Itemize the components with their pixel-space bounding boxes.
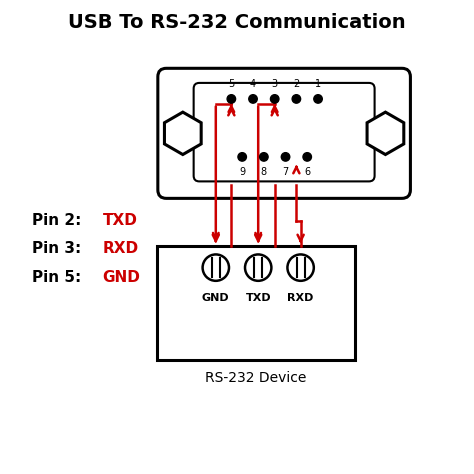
Circle shape xyxy=(202,255,229,281)
Text: RXD: RXD xyxy=(287,292,314,302)
Circle shape xyxy=(227,95,236,103)
Circle shape xyxy=(260,153,268,161)
Text: 4: 4 xyxy=(250,79,256,89)
FancyBboxPatch shape xyxy=(194,83,374,182)
Circle shape xyxy=(281,153,290,161)
Text: RXD: RXD xyxy=(103,241,139,256)
Circle shape xyxy=(245,255,272,281)
Text: 6: 6 xyxy=(304,167,310,177)
Circle shape xyxy=(292,95,301,103)
Text: GND: GND xyxy=(103,270,141,284)
Text: RS-232 Device: RS-232 Device xyxy=(205,371,307,385)
Text: TXD: TXD xyxy=(246,292,271,302)
Text: USB To RS-232 Communication: USB To RS-232 Communication xyxy=(68,13,406,32)
Text: 3: 3 xyxy=(272,79,278,89)
Text: 5: 5 xyxy=(228,79,235,89)
Circle shape xyxy=(249,95,257,103)
Circle shape xyxy=(303,153,311,161)
Circle shape xyxy=(287,255,314,281)
Polygon shape xyxy=(164,112,201,155)
Text: GND: GND xyxy=(202,292,229,302)
Circle shape xyxy=(238,153,246,161)
Text: 9: 9 xyxy=(239,167,245,177)
Text: Pin 2:: Pin 2: xyxy=(32,213,82,228)
Circle shape xyxy=(314,95,322,103)
Polygon shape xyxy=(367,112,404,155)
FancyBboxPatch shape xyxy=(158,68,410,198)
Text: Pin 5:: Pin 5: xyxy=(32,270,81,284)
Bar xyxy=(157,246,355,359)
Text: 1: 1 xyxy=(315,79,321,89)
Text: 7: 7 xyxy=(283,167,289,177)
Text: 2: 2 xyxy=(293,79,300,89)
Text: Pin 3:: Pin 3: xyxy=(32,241,81,256)
Text: TXD: TXD xyxy=(103,213,137,228)
Circle shape xyxy=(271,95,279,103)
Text: 8: 8 xyxy=(261,167,267,177)
